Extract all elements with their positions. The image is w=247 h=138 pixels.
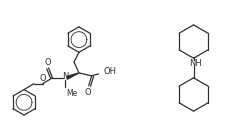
Text: N: N	[62, 72, 68, 81]
Polygon shape	[67, 73, 79, 79]
Text: O: O	[84, 88, 91, 97]
Text: O: O	[44, 58, 51, 67]
Text: NH: NH	[189, 59, 202, 68]
Text: Me: Me	[66, 89, 77, 98]
Text: O: O	[39, 74, 46, 83]
Text: OH: OH	[103, 67, 116, 76]
